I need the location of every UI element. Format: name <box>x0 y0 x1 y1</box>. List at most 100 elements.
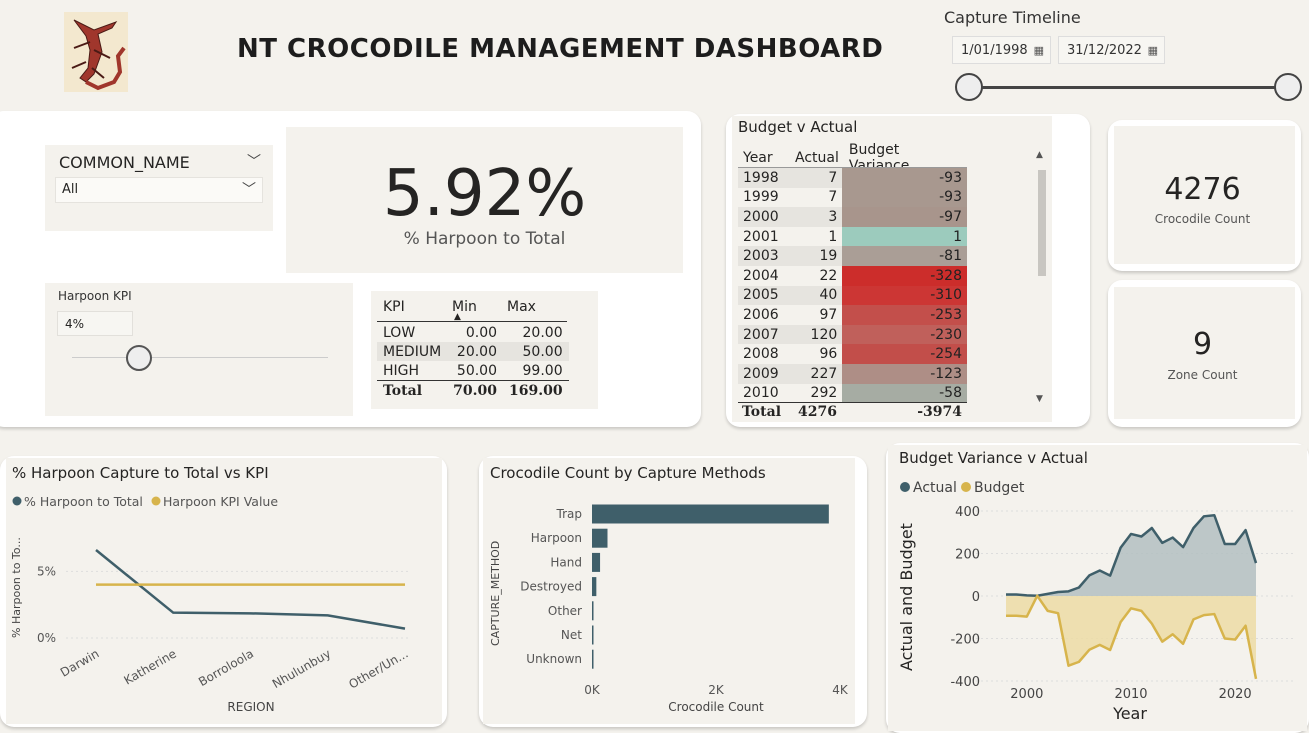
actual-cell: 97 <box>791 305 843 325</box>
legend-item[interactable]: % Harpoon to Total <box>24 494 143 509</box>
budget-table-title: Budget v Actual <box>738 118 858 136</box>
table-row: 2000 3 -97 <box>738 207 967 227</box>
year-cell: 2005 <box>738 285 792 306</box>
x-tick-label: 2020 <box>1219 687 1252 702</box>
table-total-row: Total 70.00 169.00 <box>377 380 569 401</box>
zone-count-label: Zone Count <box>1167 368 1238 382</box>
column-header[interactable]: Year <box>743 150 773 166</box>
table-row: 1999 7 -93 <box>738 187 967 208</box>
legend-item[interactable]: Actual <box>913 480 957 496</box>
dropdown-selected: All <box>62 182 79 197</box>
timeline-start-handle[interactable] <box>955 73 983 101</box>
header-divider <box>738 402 967 403</box>
calendar-icon[interactable]: ▦ <box>1147 44 1158 57</box>
zone-count-value: 9 <box>1192 327 1213 362</box>
scrollbar-thumb[interactable] <box>1038 170 1046 276</box>
actual-cell: 7 <box>791 168 843 188</box>
header-divider <box>738 167 967 168</box>
y-tick-label: Net <box>561 628 582 642</box>
y-tick-label: 200 <box>955 548 980 563</box>
kpi-caption: % Harpoon to Total <box>403 229 566 249</box>
table-row: 2005 40 -310 <box>738 285 967 306</box>
budget-table-panel: Budget v Actual Year Actual Budget Varia… <box>732 116 1052 422</box>
x-axis-label: REGION <box>227 700 274 714</box>
common-name-slicer: COMMON_NAME ﹀ All ﹀ <box>45 145 273 231</box>
timeline-label: Capture Timeline <box>944 8 1081 27</box>
y-axis-label: % Harpoon to To... <box>10 537 23 638</box>
table-row: 2001 1 1 <box>738 226 967 247</box>
year-cell: 2001 <box>738 226 792 247</box>
start-date-input[interactable]: 1/01/1998 ▦ <box>952 36 1051 64</box>
harpoon-kpi-label: Harpoon KPI <box>58 289 132 303</box>
table-row: 2010 292 -58 <box>738 383 967 404</box>
actual-cell: 227 <box>791 363 843 384</box>
y-tick-label: 0% <box>37 631 56 645</box>
variance-cell: -93 <box>842 168 967 188</box>
series-area-budget <box>1006 595 1256 679</box>
variance-cell: -253 <box>842 305 967 325</box>
variance-cell: -254 <box>842 344 967 364</box>
year-cell: 2008 <box>738 344 792 364</box>
bar-net <box>592 625 594 645</box>
kpi-table-header: KPI Min Max <box>377 297 563 316</box>
table-row: 2009 227 -123 <box>738 363 967 384</box>
column-header[interactable]: KPI <box>383 298 405 315</box>
column-header[interactable]: Max <box>507 298 536 315</box>
harpoon-kpi-input[interactable]: 4% <box>57 311 133 336</box>
table-row: 2008 96 -254 <box>738 344 967 364</box>
timeline-track <box>969 86 1287 89</box>
scrollbar[interactable]: ▲ ▼ <box>1036 150 1046 406</box>
harpoon-kpi-track <box>72 357 328 358</box>
zone-count-panel: 9 Zone Count <box>1114 287 1295 419</box>
bar-other <box>592 601 594 621</box>
chevron-down-icon[interactable]: ﹀ <box>247 154 261 170</box>
scroll-down-icon[interactable]: ▼ <box>1036 394 1043 404</box>
end-date-value: 31/12/2022 <box>1067 43 1142 58</box>
column-header[interactable]: Min <box>452 298 477 315</box>
harpoon-kpi-handle[interactable] <box>126 345 152 371</box>
crocodile-logo <box>64 12 128 92</box>
year-cell: 1998 <box>738 168 792 188</box>
end-date-input[interactable]: 31/12/2022 ▦ <box>1058 36 1165 64</box>
kpi-table: KPI Min Max ▲ LOW 0.00 20.00 MEDIUM 20.0… <box>371 291 598 409</box>
y-axis-label: Actual and Budget <box>897 523 916 671</box>
chart-title: Budget Variance v Actual <box>899 449 1088 467</box>
y-tick-label: 0 <box>972 590 980 605</box>
sort-ascending-icon: ▲ <box>454 312 461 322</box>
slicer-title: COMMON_NAME <box>59 153 190 172</box>
table-row: 2006 97 -253 <box>738 305 967 325</box>
calendar-icon[interactable]: ▦ <box>1033 44 1044 57</box>
y-tick-label: Harpoon <box>531 531 582 545</box>
legend-marker <box>961 482 971 492</box>
year-cell: 2006 <box>738 305 792 325</box>
chart-title: % Harpoon Capture to Total vs KPI <box>12 464 269 482</box>
table-row: 2003 19 -81 <box>738 246 967 266</box>
x-tick-label: 0K <box>584 683 601 697</box>
y-tick-label: 5% <box>37 564 56 578</box>
y-tick-label: -400 <box>950 675 980 690</box>
actual-cell: 292 <box>791 383 843 404</box>
legend-item[interactable]: Harpoon KPI Value <box>163 494 278 509</box>
legend-item[interactable]: Budget <box>974 480 1025 496</box>
actual-cell: 19 <box>791 246 843 266</box>
budget-total-label: Total <box>742 404 782 420</box>
variance-cell: -310 <box>842 285 967 306</box>
kpi-value: 5.92% <box>382 157 587 231</box>
bar-trap <box>592 504 829 524</box>
bar-destroyed <box>592 577 597 597</box>
scroll-up-icon[interactable]: ▲ <box>1036 150 1043 160</box>
start-date-value: 1/01/1998 <box>961 43 1028 58</box>
x-axis-label: Year <box>1112 704 1147 723</box>
y-axis-label: CAPTURE_METHOD <box>489 541 502 646</box>
table-row: 1998 7 -93 <box>738 168 967 188</box>
common-name-dropdown[interactable]: All ﹀ <box>55 177 263 203</box>
bar-hand <box>592 552 601 572</box>
variance-cell: -58 <box>842 383 967 404</box>
table-row: 2004 22 -328 <box>738 265 967 286</box>
bar-harpoon <box>592 528 608 548</box>
timeline-end-handle[interactable] <box>1274 73 1302 101</box>
variance-cell: -93 <box>842 187 967 208</box>
bar-unknown <box>592 649 594 669</box>
chart-title: Crocodile Count by Capture Methods <box>490 464 766 482</box>
column-header[interactable]: Actual <box>795 150 839 166</box>
